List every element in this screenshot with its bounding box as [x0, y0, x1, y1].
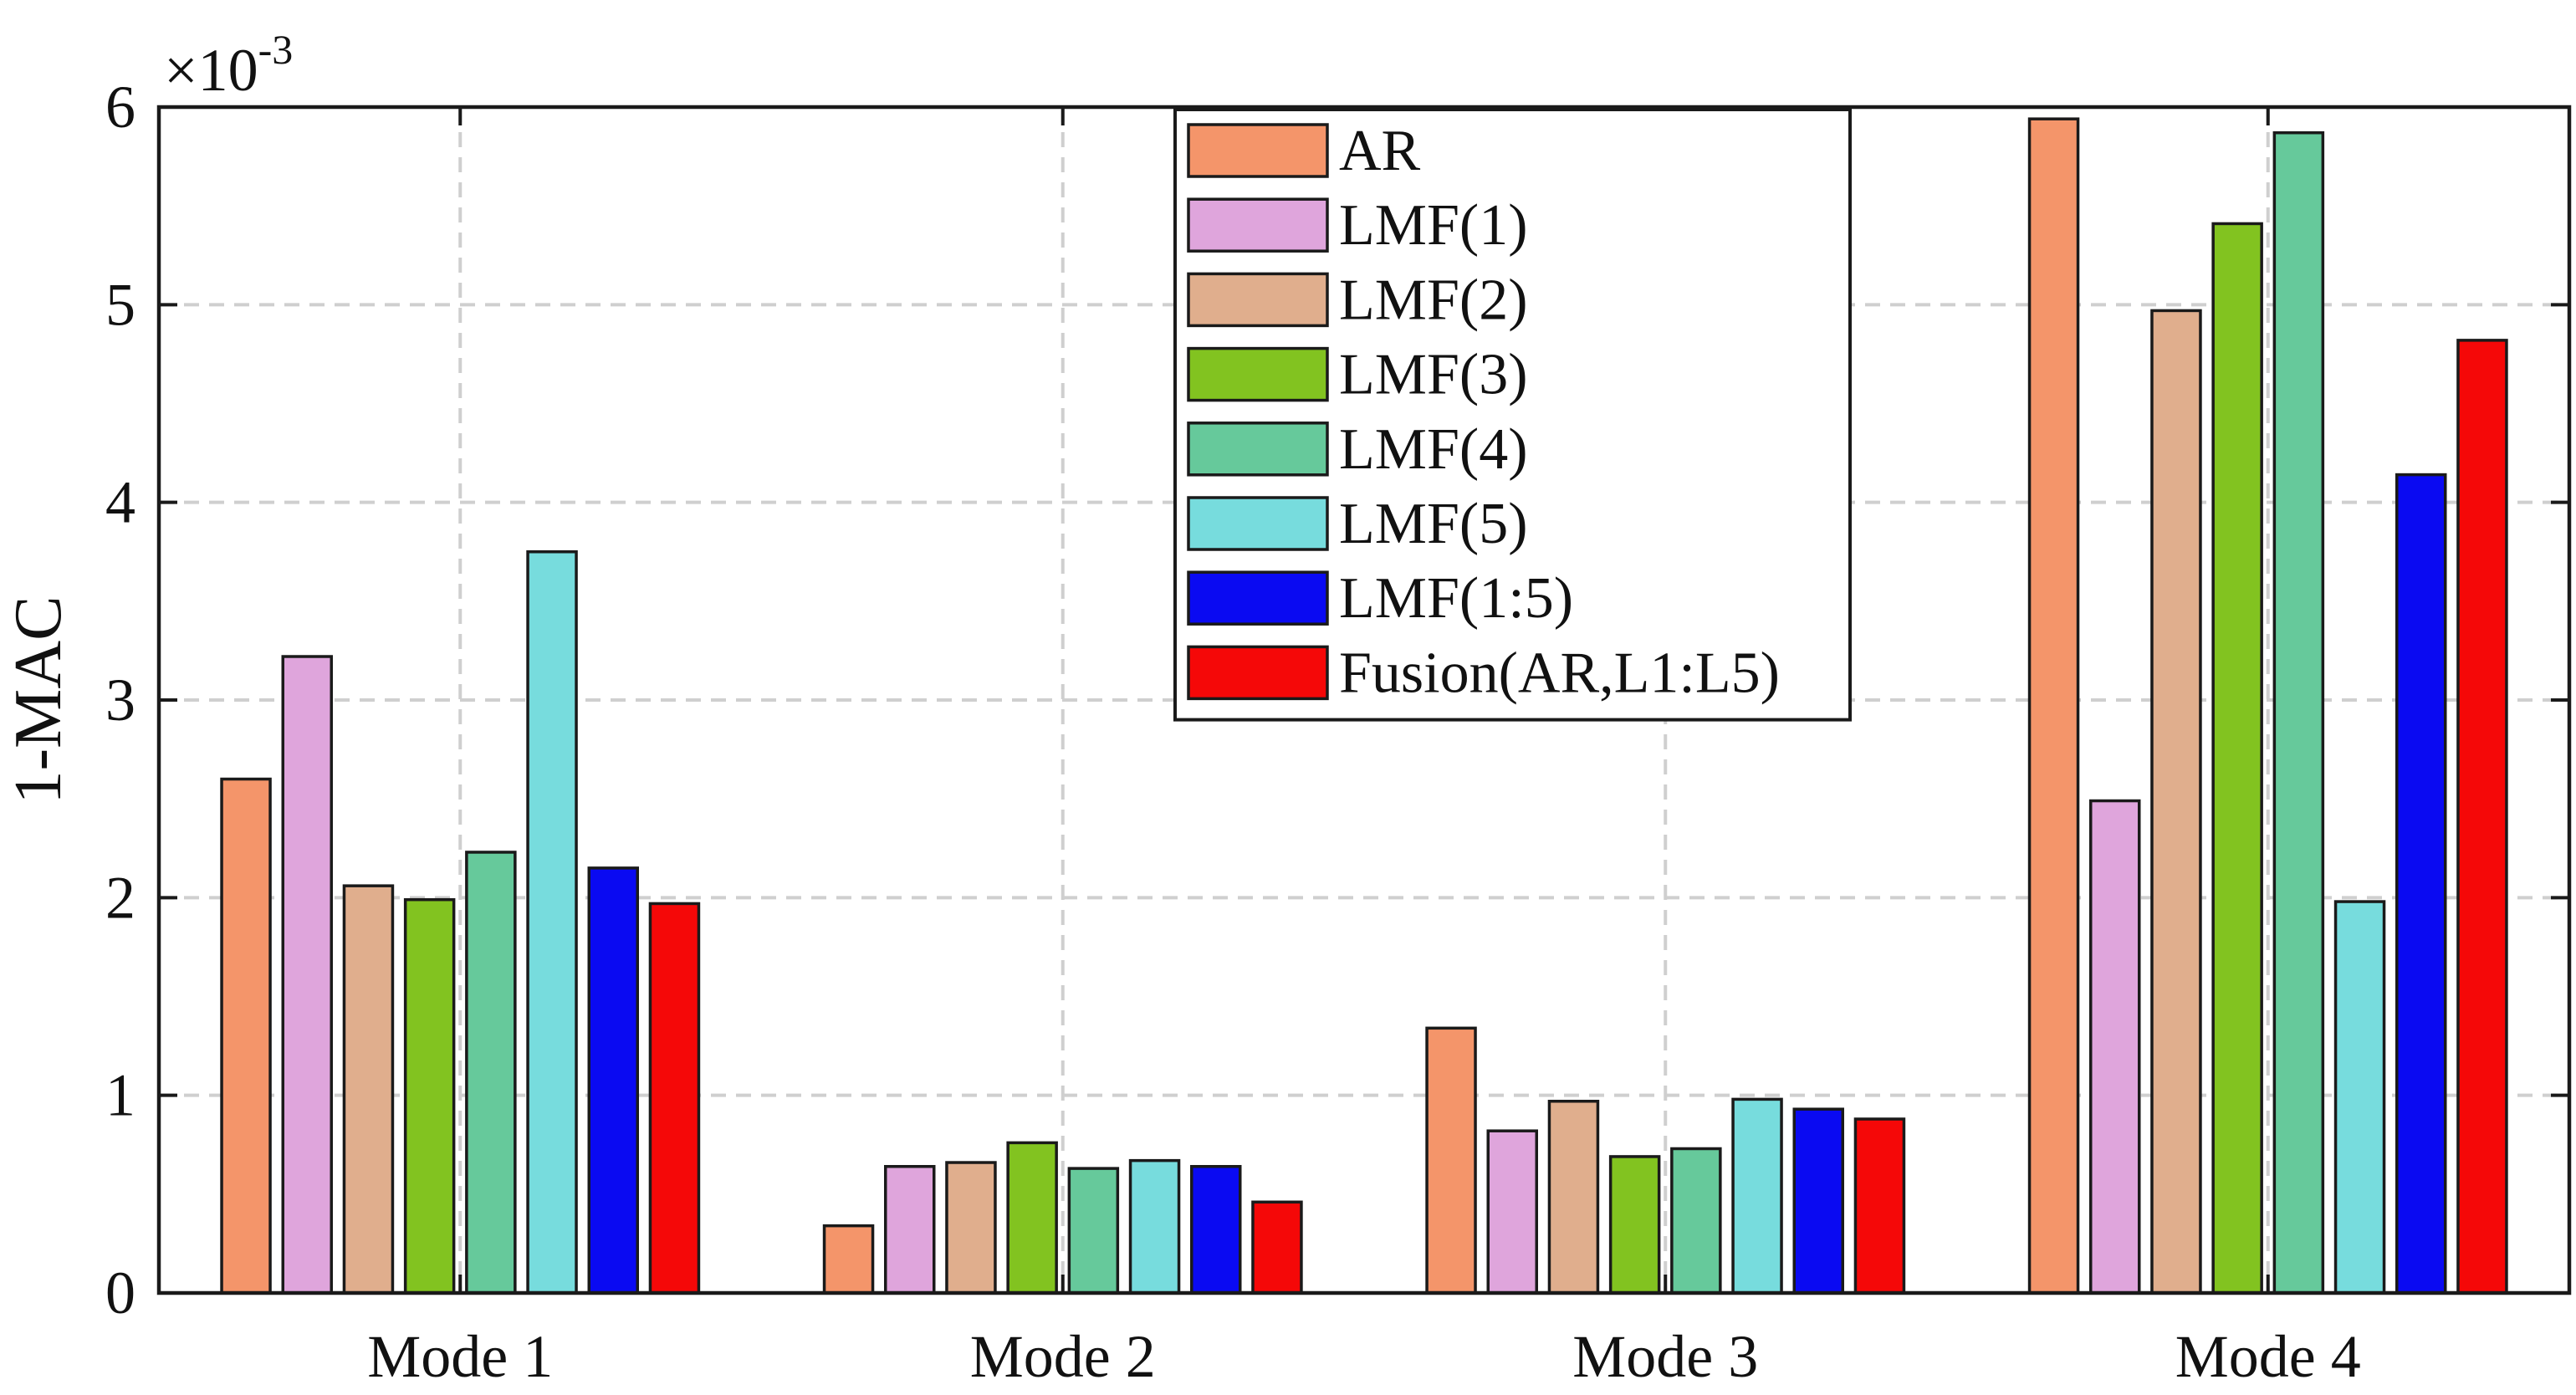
legend-swatch	[1187, 496, 1329, 551]
legend-swatch	[1187, 197, 1329, 253]
legend-label: LMF(2)	[1339, 268, 1528, 332]
bar-lmf-1--mode-1	[281, 655, 333, 1295]
bar-fusion-ar-l1-l5--mode-3	[1853, 1117, 1906, 1295]
x-tick-label: Mode 2	[970, 1323, 1156, 1390]
legend-label: AR	[1339, 119, 1421, 183]
legend-swatch	[1187, 123, 1329, 178]
bar-lmf-2--mode-4	[2150, 309, 2202, 1295]
bar-lmf-2--mode-1	[342, 884, 395, 1295]
y-tick-label: 0	[105, 1260, 135, 1326]
bar-lmf-3--mode-1	[403, 897, 456, 1295]
bar-lmf-5--mode-2	[1128, 1158, 1181, 1295]
axis-ticks	[159, 105, 2569, 1295]
bar-ar-mode-4	[2027, 117, 2080, 1295]
legend-label: LMF(3)	[1339, 343, 1528, 407]
y-tick-label: 4	[105, 469, 135, 536]
legend-label: LMF(1)	[1339, 193, 1528, 258]
legend: AR LMF(1) LMF(2) LMF(3) LMF(4) LMF(5) LMF(1:5)…	[1173, 108, 1852, 722]
y-tick-label: 6	[105, 74, 135, 141]
y-exponent-base: ×10	[164, 37, 258, 104]
bar-fusion-ar-l1-l5--mode-1	[648, 902, 701, 1295]
bar-lmf-1-5--mode-4	[2395, 473, 2447, 1295]
bar-lmf-1--mode-2	[884, 1164, 936, 1295]
bar-ar-mode-1	[220, 777, 272, 1295]
bar-lmf-2--mode-2	[945, 1161, 997, 1295]
y-tick-label: 5	[105, 271, 135, 338]
bar-lmf-1--mode-4	[2089, 799, 2141, 1295]
bar-lmf-1-5--mode-1	[587, 866, 639, 1295]
bar-lmf-3--mode-4	[2211, 222, 2263, 1295]
y-tick-label: 2	[105, 864, 135, 931]
bar-lmf-4--mode-1	[465, 851, 517, 1295]
x-tick-label: Mode 4	[2175, 1323, 2361, 1390]
x-tick-label: Mode 1	[367, 1323, 553, 1390]
legend-swatch	[1187, 645, 1329, 701]
y-axis-label: 1-MAC	[2, 596, 75, 805]
legend-swatch	[1187, 570, 1329, 626]
bar-lmf-1-5--mode-3	[1792, 1107, 1844, 1295]
bar-lmf-1-5--mode-2	[1190, 1164, 1242, 1295]
x-tick-label: Mode 3	[1572, 1323, 1758, 1390]
bar-ar-mode-3	[1425, 1026, 1477, 1295]
bar-lmf-4--mode-4	[2272, 130, 2325, 1295]
y-tick-label: 3	[105, 667, 135, 733]
bar-lmf-5--mode-1	[526, 550, 578, 1295]
bar-lmf-1--mode-3	[1486, 1129, 1538, 1295]
legend-swatch	[1187, 422, 1329, 477]
y-tick-label: 1	[105, 1062, 135, 1129]
bar-lmf-4--mode-3	[1670, 1147, 1722, 1295]
bar-fusion-ar-l1-l5--mode-4	[2456, 339, 2508, 1295]
bar-lmf-3--mode-3	[1608, 1155, 1661, 1295]
bar-lmf-5--mode-4	[2333, 900, 2386, 1295]
bar-lmf-3--mode-2	[1006, 1141, 1058, 1295]
legend-label: Fusion(AR,L1:L5)	[1339, 641, 1780, 705]
bar-fusion-ar-l1-l5--mode-2	[1251, 1200, 1303, 1295]
legend-label: LMF(5)	[1339, 492, 1528, 556]
legend-swatch	[1187, 346, 1329, 402]
bar-lmf-4--mode-2	[1067, 1167, 1120, 1295]
bar-lmf-2--mode-3	[1547, 1100, 1600, 1295]
axis-labels: 0 1 2 3 4 5 6 Mode 1 Mode 2 Mode 3 Mode 4	[105, 74, 2361, 1390]
y-axis-exponent: ×10-3	[164, 26, 293, 104]
legend-label: LMF(4)	[1339, 417, 1528, 482]
legend-label: LMF(1:5)	[1339, 566, 1573, 631]
y-exponent-power: -3	[258, 26, 294, 73]
bar-ar-mode-2	[822, 1224, 875, 1295]
legend-swatch	[1187, 272, 1329, 328]
bar-lmf-5--mode-3	[1731, 1097, 1783, 1295]
